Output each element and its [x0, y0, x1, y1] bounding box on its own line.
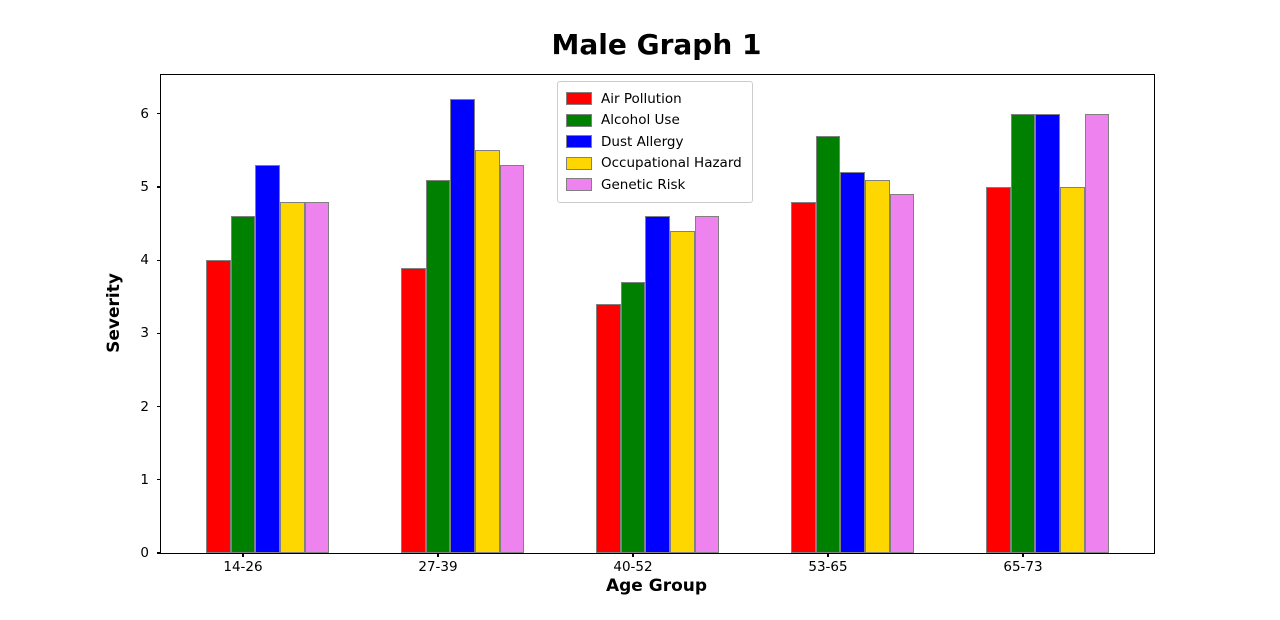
- legend-item-alcohol-use: Alcohol Use: [566, 110, 742, 132]
- bar-dust-allergy-14-26: [255, 165, 281, 553]
- legend-swatch-dust-allergy: [566, 135, 592, 149]
- bar-genetic-risk-27-39: [499, 165, 525, 553]
- y-tick-mark-6: [156, 113, 161, 115]
- chart-title: Male Graph 1: [551, 28, 762, 61]
- legend-item-dust-allergy: Dust Allergy: [566, 131, 742, 153]
- x-tick-label-53-65: 53-65: [808, 559, 848, 575]
- bar-genetic-risk-40-52: [694, 216, 720, 553]
- y-tick-mark-3: [156, 332, 161, 334]
- x-tick-mark-27-39: [437, 553, 439, 557]
- legend-swatch-genetic-risk: [566, 178, 592, 192]
- y-tick-label-4: 4: [140, 252, 149, 269]
- legend-label-air-pollution: Air Pollution: [601, 90, 682, 107]
- y-tick-label-2: 2: [140, 398, 149, 415]
- y-tick-label-3: 3: [140, 325, 149, 342]
- y-axis-label-text: Severity: [104, 273, 124, 353]
- bar-alcohol-use-65-73: [1010, 113, 1036, 553]
- bar-air-pollution-53-65: [791, 201, 816, 553]
- bar-dust-allergy-27-39: [450, 99, 476, 553]
- bar-alcohol-use-53-65: [815, 135, 841, 553]
- bar-alcohol-use-40-52: [620, 282, 646, 553]
- bar-dust-allergy-65-73: [1035, 113, 1061, 553]
- legend-swatch-alcohol-use: [566, 113, 592, 127]
- legend-label-genetic-risk: Genetic Risk: [601, 176, 686, 193]
- bar-air-pollution-27-39: [401, 267, 426, 553]
- x-tick-label-40-52: 40-52: [613, 559, 653, 575]
- x-tick-mark-14-26: [242, 553, 244, 557]
- legend-swatch-occupational-hazard: [566, 156, 592, 170]
- x-tick-mark-40-52: [632, 553, 634, 557]
- bar-genetic-risk-53-65: [889, 194, 915, 553]
- y-tick-label-6: 6: [140, 105, 149, 122]
- legend-swatch-air-pollution: [566, 92, 592, 106]
- plot-area: Air Pollution Alcohol Use Dust Allergy Occu…: [140, 74, 1155, 575]
- y-tick-mark-0: [156, 552, 161, 554]
- x-tick-mark-65-73: [1022, 553, 1024, 557]
- bar-air-pollution-65-73: [986, 187, 1011, 553]
- x-tick-mark-53-65: [827, 553, 829, 557]
- bar-air-pollution-40-52: [596, 304, 621, 553]
- x-tick-label-27-39: 27-39: [418, 559, 458, 575]
- legend: Air Pollution Alcohol Use Dust Allergy Occu…: [557, 81, 753, 203]
- bar-occupational-hazard-65-73: [1060, 187, 1085, 553]
- bar-dust-allergy-53-65: [840, 172, 866, 553]
- bar-occupational-hazard-53-65: [865, 179, 890, 553]
- legend-label-occupational-hazard: Occupational Hazard: [601, 155, 742, 172]
- y-tick-mark-4: [156, 259, 161, 261]
- legend-label-alcohol-use: Alcohol Use: [601, 112, 680, 129]
- bar-dust-allergy-40-52: [645, 216, 671, 553]
- bar-genetic-risk-14-26: [304, 201, 330, 553]
- legend-item-air-pollution: Air Pollution: [566, 88, 742, 110]
- x-tick-label-14-26: 14-26: [223, 559, 263, 575]
- bar-alcohol-use-14-26: [230, 216, 256, 553]
- bar-occupational-hazard-27-39: [475, 150, 500, 553]
- x-axis-label: Age Group: [605, 576, 708, 596]
- y-tick-label-5: 5: [140, 179, 149, 195]
- bar-alcohol-use-27-39: [425, 179, 451, 553]
- y-tick-label-0: 0: [140, 545, 149, 561]
- bar-genetic-risk-65-73: [1084, 113, 1110, 553]
- bar-occupational-hazard-14-26: [280, 201, 305, 553]
- legend-item-genetic-risk: Genetic Risk: [566, 174, 742, 196]
- y-tick-label-1: 1: [140, 471, 149, 488]
- legend-item-occupational-hazard: Occupational Hazard: [566, 153, 742, 175]
- x-tick-label-65-73: 65-73: [1003, 559, 1043, 575]
- bar-occupational-hazard-40-52: [670, 230, 695, 553]
- y-tick-mark-5: [156, 186, 161, 188]
- y-tick-mark-1: [156, 479, 161, 481]
- y-tick-mark-2: [156, 406, 161, 408]
- legend-label-dust-allergy: Dust Allergy: [601, 133, 684, 150]
- bar-air-pollution-14-26: [206, 260, 231, 553]
